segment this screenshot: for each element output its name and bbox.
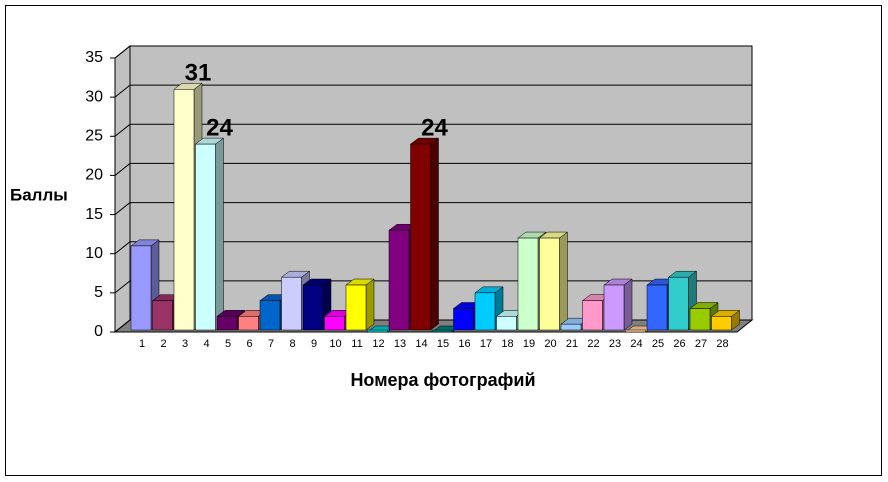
y-tick-label: 0 xyxy=(94,323,103,340)
bar xyxy=(711,316,732,331)
x-tick-label: 18 xyxy=(501,338,513,350)
bar xyxy=(345,284,367,331)
x-tick-label: 14 xyxy=(415,338,427,350)
bar-side xyxy=(559,231,568,331)
x-tick-label: 3 xyxy=(182,338,188,350)
bar xyxy=(410,143,431,331)
data-label: 31 xyxy=(185,60,212,87)
x-tick-label: 22 xyxy=(587,338,599,350)
bar xyxy=(238,316,259,331)
x-tick-label: 26 xyxy=(673,338,685,350)
bar xyxy=(496,316,517,331)
bar xyxy=(152,300,173,331)
y-tick-label: 15 xyxy=(85,206,103,223)
x-tick-label: 25 xyxy=(652,338,664,350)
bar xyxy=(668,276,689,331)
x-tick-label: 6 xyxy=(246,338,252,350)
y-tick-label: 35 xyxy=(85,49,103,66)
x-tick-label: 8 xyxy=(289,338,295,350)
bar xyxy=(281,276,302,331)
x-tick-label: 4 xyxy=(203,338,209,350)
y-tick-label: 20 xyxy=(85,167,103,184)
x-tick-label: 7 xyxy=(268,338,274,350)
x-tick-label: 1 xyxy=(139,338,145,350)
bar xyxy=(431,329,453,333)
bar xyxy=(367,329,388,333)
y-tick-label: 10 xyxy=(85,245,103,262)
y-tick-label: 25 xyxy=(85,128,103,145)
x-tick-label: 16 xyxy=(458,338,470,350)
data-label: 24 xyxy=(206,114,233,141)
x-tick-label: 10 xyxy=(329,338,341,350)
side-wall xyxy=(114,44,131,334)
x-tick-label: 19 xyxy=(523,338,535,350)
x-tick-label: 15 xyxy=(437,338,449,350)
bar xyxy=(130,245,152,331)
bar-side xyxy=(365,278,375,331)
x-tick-label: 9 xyxy=(311,338,317,350)
x-tick-label: 11 xyxy=(351,338,362,350)
bar xyxy=(517,237,539,331)
bar xyxy=(302,284,324,331)
bar xyxy=(689,308,711,331)
x-tick-label: 12 xyxy=(372,338,384,350)
y-tick-label: 5 xyxy=(94,284,103,301)
x-tick-label: 20 xyxy=(544,338,556,350)
grid-line xyxy=(114,123,131,137)
x-tick-label: 23 xyxy=(609,338,621,350)
bar xyxy=(539,237,560,331)
bar xyxy=(259,300,281,331)
bar xyxy=(603,284,625,331)
x-tick-label: 13 xyxy=(394,338,406,350)
y-axis-label: Баллы xyxy=(10,185,68,204)
bar xyxy=(216,316,238,331)
grid-line xyxy=(114,241,131,255)
bar-side xyxy=(215,137,224,331)
bar xyxy=(625,329,646,333)
x-tick-label: 2 xyxy=(160,338,166,350)
bar xyxy=(173,89,195,331)
grid-line xyxy=(114,84,131,98)
bar xyxy=(453,308,474,331)
y-tick-label: 30 xyxy=(85,88,103,105)
x-tick-label: 17 xyxy=(480,338,492,350)
grid-line xyxy=(114,202,131,215)
x-tick-label: 24 xyxy=(630,338,642,350)
bar xyxy=(388,229,410,331)
x-tick-label: 27 xyxy=(695,338,707,350)
x-tick-label: 21 xyxy=(566,338,578,350)
bar-side xyxy=(430,137,439,331)
x-axis-label: Номера фотографий xyxy=(350,370,535,390)
x-tick-label: 28 xyxy=(716,338,728,350)
grid-line xyxy=(114,163,131,176)
x-tick-label: 5 xyxy=(225,338,231,350)
grid-line xyxy=(114,319,131,333)
bar xyxy=(324,316,345,331)
bar xyxy=(646,284,668,331)
bar xyxy=(560,323,582,331)
bar xyxy=(474,292,496,331)
bar xyxy=(195,143,216,331)
grid-line xyxy=(114,280,131,294)
bar-side xyxy=(623,278,633,331)
bar xyxy=(582,300,603,331)
grid-line xyxy=(114,45,131,59)
data-label: 24 xyxy=(421,114,448,141)
